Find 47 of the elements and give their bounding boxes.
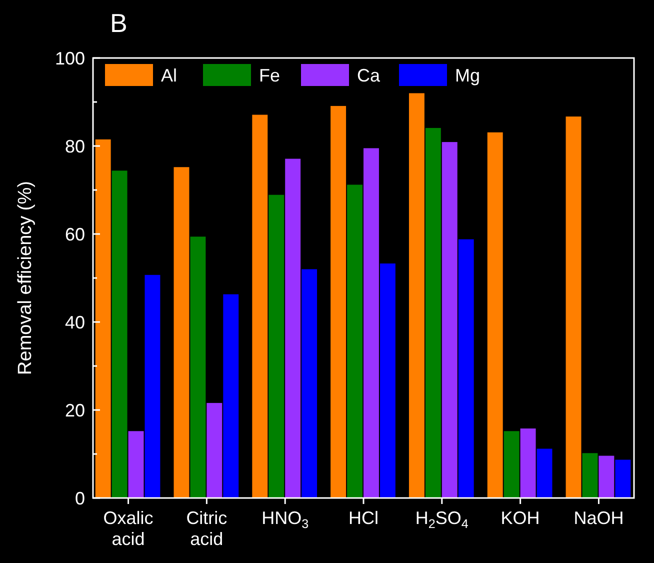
bar bbox=[223, 294, 239, 498]
bar bbox=[487, 132, 503, 498]
bar bbox=[615, 460, 631, 498]
bar bbox=[364, 148, 379, 498]
bar bbox=[268, 194, 284, 498]
bar bbox=[582, 453, 598, 498]
y-tick-label: 60 bbox=[64, 224, 85, 244]
bar bbox=[566, 116, 582, 498]
bar bbox=[144, 274, 160, 498]
bar bbox=[330, 106, 346, 498]
text: B bbox=[110, 8, 128, 38]
x-tick-label: NaOH bbox=[574, 508, 624, 528]
bar bbox=[598, 456, 614, 498]
bar bbox=[285, 158, 301, 498]
bar bbox=[425, 128, 441, 498]
bar bbox=[252, 114, 268, 498]
x-tick-label: H$_{2}$SO$_{4}$ bbox=[415, 508, 468, 531]
bar bbox=[536, 448, 552, 498]
legend-label: Fe bbox=[259, 65, 280, 86]
y-axis-title: Removal efficiency (%) bbox=[15, 181, 36, 375]
bar bbox=[520, 428, 536, 498]
x-tick-label: Citric acid bbox=[186, 508, 228, 549]
bar bbox=[408, 93, 424, 498]
y-tick-label: 40 bbox=[64, 312, 85, 332]
legend-label: Ca bbox=[357, 65, 381, 86]
bar bbox=[190, 236, 206, 498]
y-tick-label: 0 bbox=[74, 488, 85, 508]
y-tick-label: 80 bbox=[64, 136, 85, 156]
legend-label: Al bbox=[161, 65, 178, 86]
legend-label: Mg bbox=[455, 65, 480, 86]
x-tick-label: Oxalic acid bbox=[103, 508, 154, 549]
bar bbox=[206, 402, 222, 498]
bar bbox=[174, 167, 190, 498]
bar bbox=[128, 431, 144, 498]
bar bbox=[95, 139, 111, 498]
bar bbox=[302, 269, 318, 498]
x-tick-label: HNO$_{3}$ bbox=[262, 508, 309, 531]
x-tick-label: HCl bbox=[348, 508, 378, 528]
bar bbox=[458, 239, 474, 498]
bar bbox=[380, 263, 396, 498]
bar bbox=[442, 142, 458, 498]
bar bbox=[347, 184, 362, 498]
y-tick-label: 100 bbox=[54, 48, 85, 68]
bar bbox=[504, 431, 520, 498]
bar bbox=[112, 170, 128, 498]
y-tick-label: 20 bbox=[64, 400, 85, 420]
x-tick-label: KOH bbox=[500, 508, 540, 528]
